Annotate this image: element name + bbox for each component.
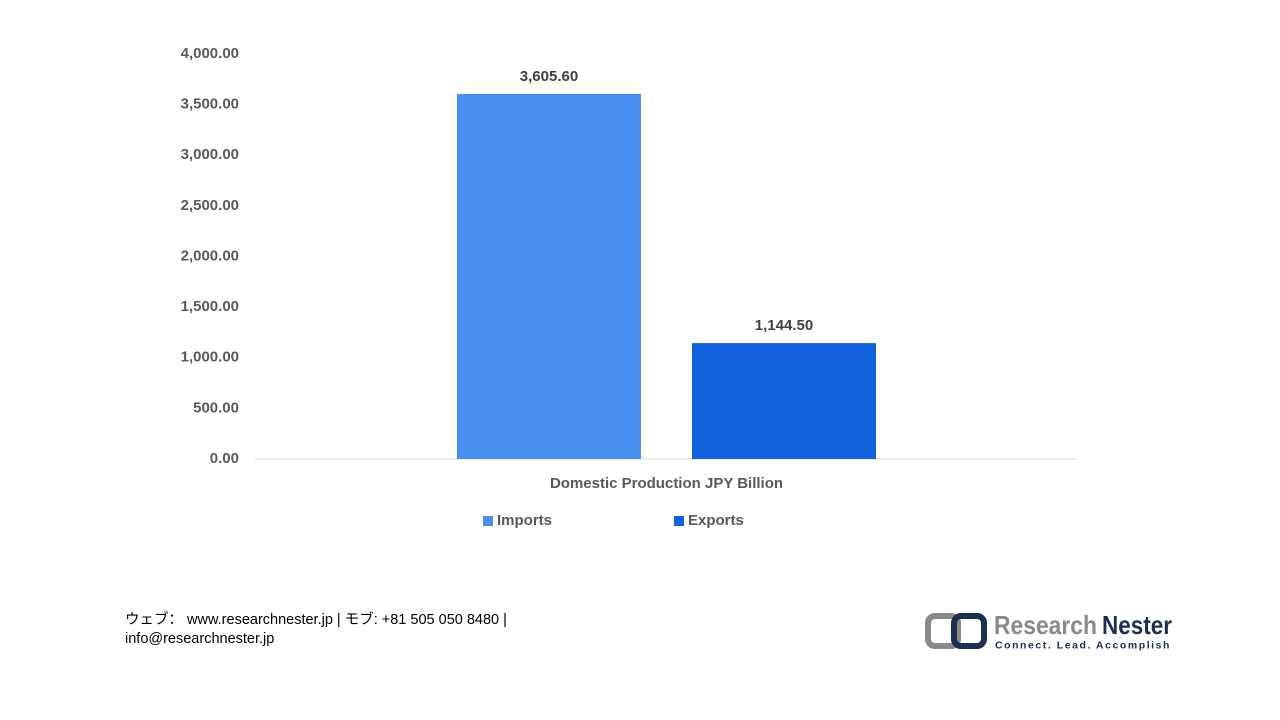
logo-name: Research [994, 610, 1097, 640]
logo-icon [925, 613, 961, 649]
y-tick-label: 3,000.00 [181, 146, 239, 163]
value-label: 1,144.50 [755, 317, 813, 334]
y-tick-label: 2,000.00 [181, 247, 239, 264]
logo-name: Nester [1102, 610, 1172, 640]
legend-label: Imports [497, 512, 552, 529]
legend-swatch [674, 516, 684, 526]
y-tick-label: 4,000.00 [181, 45, 239, 62]
footer: ウェブ： www.researchnester.jp | モブ: +81 505… [125, 611, 507, 649]
logo-icon [951, 613, 987, 649]
value-label: 3,605.60 [520, 68, 578, 85]
footer-line: info@researchnester.jp [125, 631, 275, 647]
footer-line: ウェブ： www.researchnester.jp | モブ: +81 505… [125, 612, 507, 628]
y-tick-label: 1,000.00 [181, 349, 239, 366]
x-tick-label: Domestic Production JPY Billion [550, 475, 783, 492]
bar [457, 93, 641, 460]
y-tick-label: 500.00 [193, 399, 239, 416]
bar [692, 343, 876, 459]
legend-swatch [483, 516, 493, 526]
y-tick-label: 1,500.00 [181, 298, 239, 315]
logo-tagline: Connect. Lead. Accomplish [995, 641, 1171, 652]
logo: Research Nester Connect. Lead. Accomplis… [925, 610, 1172, 652]
y-tick-label: 3,500.00 [181, 96, 239, 113]
legend-label: Exports [688, 512, 744, 529]
y-tick-label: 0.00 [210, 450, 239, 467]
y-tick-label: 2,500.00 [181, 197, 239, 214]
